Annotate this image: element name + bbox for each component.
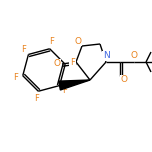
Text: F: F [21,45,26,54]
Polygon shape [59,80,90,90]
Text: O: O [74,36,81,45]
Text: O: O [121,76,128,85]
Text: F: F [13,73,18,82]
Text: O: O [131,52,138,60]
Text: F: F [62,86,67,95]
Text: O: O [54,59,60,69]
Text: N: N [103,52,109,60]
Text: F: F [49,37,54,46]
Text: F: F [34,94,39,103]
Text: F: F [70,58,75,67]
